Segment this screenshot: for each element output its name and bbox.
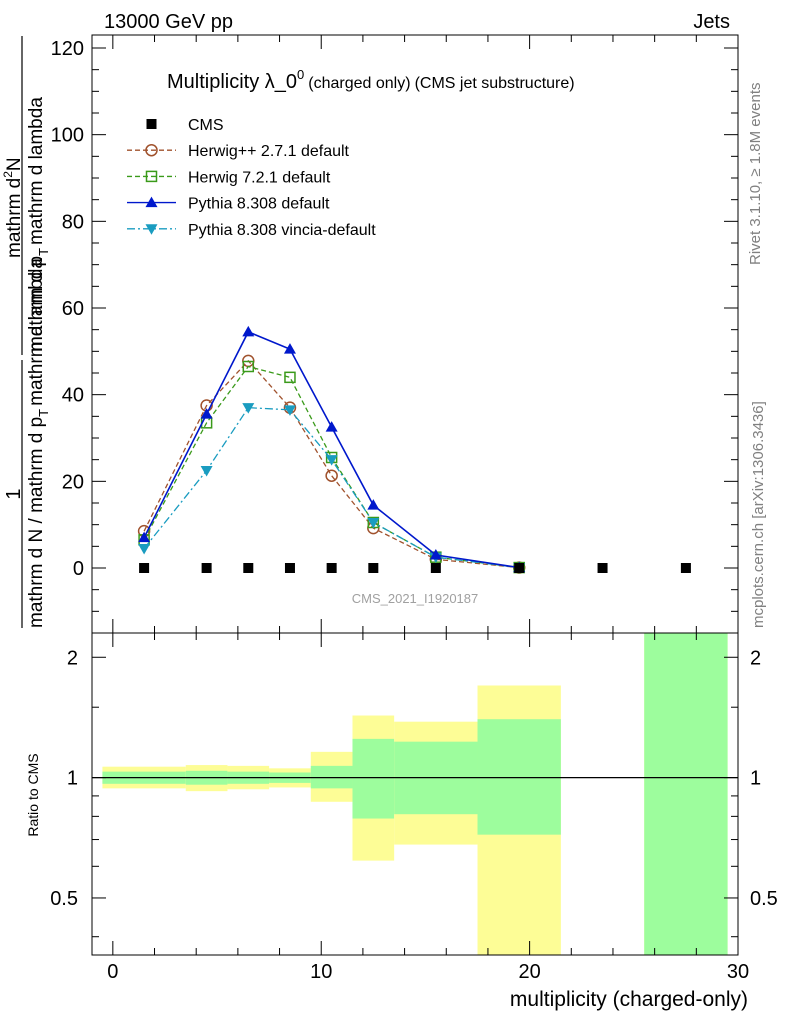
- legend-marker: [145, 224, 158, 235]
- main-y-label: 1 mathrm d N / mathrm d pTmathrm d lambd…: [1, 36, 51, 628]
- series-line: [143, 406, 520, 569]
- data-point: [283, 405, 296, 416]
- legend-marker: [145, 196, 158, 208]
- ratio-bands: [102, 633, 728, 955]
- x-tick-label: 20: [518, 961, 540, 983]
- data-point: [201, 563, 212, 573]
- rivet-label: Rivet 3.1.10, ≥ 1.8M events: [747, 83, 764, 266]
- ratio-plot-panel: 0.5 0.5 1 1 2 2 0 10 20 30 Ratio to CMS multipli…: [25, 632, 778, 1011]
- series-cms: [139, 563, 691, 573]
- legend-label: CMS: [188, 117, 224, 134]
- ratio-y-tick-label: 1: [67, 768, 78, 790]
- data-point: [243, 563, 254, 573]
- ratio-band-inner: [352, 738, 395, 819]
- series-herwig-7-2-1-default: [138, 360, 525, 574]
- y-tick-label: 120: [51, 38, 84, 60]
- data-point: [200, 408, 213, 419]
- data-point: [368, 563, 379, 573]
- data-point: [284, 371, 296, 384]
- y-tick-label: 0: [73, 558, 84, 580]
- data-point: [283, 343, 296, 354]
- ylabel-main-num: mathrm d2N: [1, 157, 25, 258]
- legend-entry: Herwig 7.2.1 default: [127, 169, 331, 186]
- series-pythia-8-308-default: [138, 325, 526, 573]
- ratio-y-ticks: 0.5 0.5 1 1 2 2: [50, 647, 778, 938]
- data-point: [242, 403, 255, 414]
- ratio-y-tick-label-right: 0.5: [750, 888, 778, 910]
- ratio-frame: [91, 632, 739, 956]
- mcplots-label: mcplots.cern.ch [arXiv:1306.3436]: [750, 401, 767, 628]
- data-point: [597, 563, 608, 573]
- analysis-watermark: CMS_2021_I1920187: [352, 591, 479, 606]
- data-point: [367, 499, 380, 510]
- y-tick-label: 100: [51, 125, 84, 147]
- legend: CMS Herwig++ 2.7.1 default Herwig 7.2.1 de…: [127, 117, 376, 239]
- ylabel-main-den: mathrm d pTmathrm d lambda: [26, 97, 51, 352]
- legend-entry: CMS: [146, 117, 224, 134]
- plot-title: Multiplicity λ_00(charged only) (CMS jet …: [167, 67, 575, 93]
- header-energy: 13000 GeV pp: [104, 11, 233, 33]
- data-point: [242, 325, 255, 337]
- legend-marker: [146, 119, 157, 129]
- legend-marker: [145, 143, 158, 157]
- y-tick-label: 80: [62, 211, 84, 233]
- series-line: [143, 330, 520, 569]
- legend-label: Herwig++ 2.7.1 default: [188, 143, 350, 160]
- x-tick-label: 30: [727, 961, 749, 983]
- data-point: [325, 421, 338, 432]
- legend-marker: [145, 170, 158, 183]
- data-point: [367, 518, 380, 529]
- data-point: [514, 563, 525, 573]
- data-point: [138, 531, 151, 543]
- data-point: [325, 455, 338, 466]
- series-layer: [137, 325, 691, 574]
- x-tick-label: 0: [107, 961, 118, 983]
- ratio-band-inner: [644, 633, 728, 955]
- data-point: [139, 563, 150, 573]
- legend-entry: Pythia 8.308 vincia-default: [127, 222, 376, 239]
- legend-entry: Pythia 8.308 default: [127, 196, 330, 213]
- ratio-band-inner: [477, 719, 561, 835]
- y-tick-label: 20: [62, 471, 84, 493]
- ylabel-factor-den: mathrm d N / mathrm d pTmathrm d lambda: [26, 258, 51, 628]
- ratio-y-tick-label: 2: [67, 647, 78, 669]
- main-y-ticks: 0 20 40 60 80 100 120: [51, 38, 738, 612]
- y-tick-label: 40: [62, 385, 84, 407]
- legend-label: Herwig 7.2.1 default: [188, 169, 331, 186]
- ratio-y-label: Ratio to CMS: [25, 753, 41, 836]
- main-plot-panel: 0 20 40 60 80 100 120 Multiplicity λ_00(charge…: [1, 34, 739, 634]
- legend-label: Pythia 8.308 vincia-default: [188, 222, 376, 239]
- data-point: [326, 563, 337, 573]
- ratio-y-tick-label-right: 1: [750, 768, 761, 790]
- y-tick-label: 60: [62, 298, 84, 320]
- x-axis-label: multiplicity (charged-only): [510, 988, 748, 1011]
- ratio-y-tick-label: 0.5: [50, 888, 78, 910]
- data-point: [429, 549, 442, 560]
- legend-label: Pythia 8.308 default: [188, 196, 330, 213]
- data-point: [284, 563, 295, 573]
- data-point: [138, 544, 151, 555]
- data-point: [200, 466, 213, 477]
- data-point: [680, 563, 691, 573]
- legend-entry: Herwig++ 2.7.1 default: [127, 143, 350, 160]
- data-point: [325, 469, 338, 482]
- data-point: [430, 563, 441, 573]
- x-tick-label: 10: [310, 961, 332, 983]
- ratio-y-tick-label-right: 2: [750, 647, 761, 669]
- ratio-x-ticks: 0 10 20 30: [107, 633, 749, 983]
- series-line: [143, 365, 520, 569]
- data-point: [242, 360, 255, 373]
- main-x-ticks: [112, 35, 739, 633]
- ylabel-factor-num: 1: [3, 488, 25, 499]
- header-process: Jets: [693, 11, 730, 33]
